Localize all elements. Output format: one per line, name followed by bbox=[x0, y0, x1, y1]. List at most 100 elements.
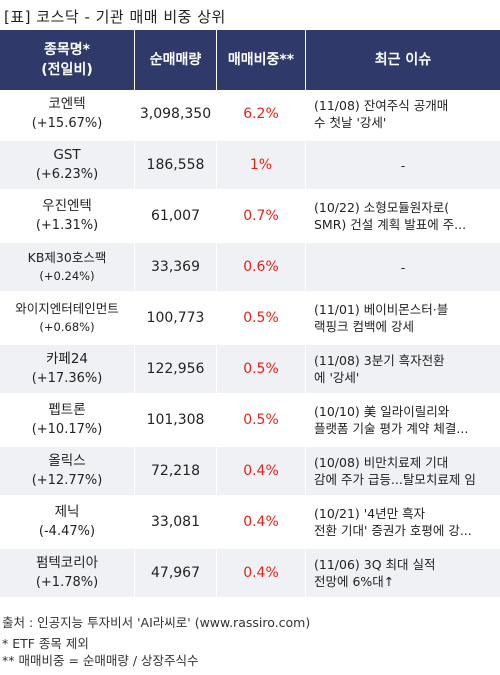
source-note: 출처 : 인공지능 투자비서 'AI라씨로' (www.rassiro.com) bbox=[2, 615, 311, 630]
trade-ratio: 1% bbox=[217, 141, 306, 192]
header-volume: 순매매량 bbox=[135, 30, 217, 90]
table-row: 와이지엔터테인먼트 (+0.68%) 100,773 0.5% (11/01) 베이비몬… bbox=[0, 294, 500, 345]
ranking-table: 종목명* (전일비) 순매매량 매매비중** 최근 이슈 코엔텍 (+15.67%… bbox=[0, 30, 500, 600]
recent-issue: (10/22) 소형모듈원자로( SMR) 건설 계획 발표에 주... bbox=[306, 192, 500, 243]
issue-line: (11/06) 3Q 최대 실적 bbox=[314, 557, 436, 572]
stock-change: (+1.78%) bbox=[35, 575, 99, 590]
issue-line: (10/08) 비만치료제 기대 bbox=[314, 455, 449, 470]
table-row: GST (+6.23%) 186,558 1% - bbox=[0, 141, 500, 192]
stock-cell: 우진엔텍 (+1.31%) bbox=[0, 192, 135, 243]
table-row: 펌텍코리아 (+1.78%) 47,967 0.4% (11/06) 3Q 최대 실적 … bbox=[0, 549, 500, 600]
trade-ratio: 0.7% bbox=[217, 192, 306, 243]
stock-name: 펩트론 bbox=[48, 402, 86, 418]
net-volume: 186,558 bbox=[135, 141, 217, 192]
issue-line: (10/21) '4년만 흑자 bbox=[314, 506, 426, 521]
footnote-etf: * ETF 종목 제외 bbox=[2, 636, 89, 651]
issue-line: (11/01) 베이비몬스터·블 bbox=[314, 302, 449, 317]
stock-cell: 와이지엔터테인먼트 (+0.68%) bbox=[0, 294, 135, 345]
table-row: 펩트론 (+10.17%) 101,308 0.5% (10/10) 美 일라이릴리와 … bbox=[0, 396, 500, 447]
table-row: 제닉 (-4.47%) 33,081 0.4% (10/21) '4년만 흑자 전환 기대… bbox=[0, 498, 500, 549]
net-volume: 61,007 bbox=[135, 192, 217, 243]
stock-change: (-4.47%) bbox=[38, 524, 96, 539]
header-name-line1: 종목명* bbox=[44, 42, 90, 58]
stock-change: (+0.68%) bbox=[39, 320, 95, 334]
trade-ratio: 0.4% bbox=[217, 447, 306, 498]
trade-ratio: 0.5% bbox=[217, 396, 306, 447]
issue-line: 수 첫날 '강세' bbox=[314, 115, 387, 130]
stock-cell: 펌텍코리아 (+1.78%) bbox=[0, 549, 135, 600]
table-title: [표] 코스닥 - 기관 매매 비중 상위 bbox=[4, 8, 226, 26]
table-header-row: 종목명* (전일비) 순매매량 매매비중** 최근 이슈 bbox=[0, 30, 500, 90]
issue-line: - bbox=[400, 157, 406, 173]
trade-ratio: 0.4% bbox=[217, 498, 306, 549]
header-ratio: 매매비중** bbox=[217, 30, 306, 90]
issue-line: SMR) 건설 계획 발표에 주... bbox=[314, 217, 467, 232]
stock-change: (+10.17%) bbox=[31, 422, 103, 437]
table-row: 코엔텍 (+15.67%) 3,098,350 6.2% (11/08) 잔여주식 공개… bbox=[0, 90, 500, 141]
stock-cell: 카페24 (+17.36%) bbox=[0, 345, 135, 396]
stock-change: (+0.24%) bbox=[39, 269, 95, 283]
issue-line: (11/08) 잔여주식 공개매 bbox=[314, 98, 449, 113]
net-volume: 33,081 bbox=[135, 498, 217, 549]
stock-change: (+6.23%) bbox=[35, 167, 99, 182]
stock-name: 코엔텍 bbox=[48, 96, 86, 112]
stock-name: 우진엔텍 bbox=[42, 198, 92, 214]
stock-change: (+1.31%) bbox=[35, 218, 99, 233]
trade-ratio: 0.6% bbox=[217, 243, 306, 294]
issue-line: 감에 주가 급등...탈모치료제 임 bbox=[314, 472, 476, 487]
net-volume: 72,218 bbox=[135, 447, 217, 498]
stock-name: GST bbox=[53, 147, 81, 163]
stock-cell: KB제30호스팩 (+0.24%) bbox=[0, 243, 135, 294]
footnote-ratio: ** 매매비중 = 순매매량 / 상장주식수 bbox=[2, 653, 199, 668]
header-name-line2: (전일비) bbox=[41, 62, 93, 78]
net-volume: 101,308 bbox=[135, 396, 217, 447]
stock-change: (+12.77%) bbox=[31, 473, 103, 488]
recent-issue: (11/01) 베이비몬스터·블 랙핑크 컴백에 강세 bbox=[306, 294, 500, 345]
recent-issue: (10/10) 美 일라이릴리와 플랫폼 기술 평가 계약 체결... bbox=[306, 396, 500, 447]
stock-name: 카페24 bbox=[45, 351, 89, 367]
table-row: 우진엔텍 (+1.31%) 61,007 0.7% (10/22) 소형모듈원자로( SM… bbox=[0, 192, 500, 243]
table-body: 코엔텍 (+15.67%) 3,098,350 6.2% (11/08) 잔여주식 공개… bbox=[0, 90, 500, 600]
issue-line: 전망에 6%대↑ bbox=[314, 574, 395, 589]
issue-line: (10/10) 美 일라이릴리와 bbox=[314, 404, 450, 419]
issue-line: 플랫폼 기술 평가 계약 체결... bbox=[314, 421, 469, 436]
net-volume: 100,773 bbox=[135, 294, 217, 345]
trade-ratio: 0.5% bbox=[217, 345, 306, 396]
recent-issue: - bbox=[306, 243, 500, 294]
stock-change: (+17.36%) bbox=[31, 371, 103, 386]
stock-name: 올릭스 bbox=[48, 453, 86, 469]
net-volume: 33,369 bbox=[135, 243, 217, 294]
trade-ratio: 6.2% bbox=[217, 90, 306, 141]
issue-line: (11/08) 3분기 흑자전환 bbox=[314, 353, 445, 368]
footnotes: * ETF 종목 제외 ** 매매비중 = 순매매량 / 상장주식수 bbox=[2, 635, 199, 669]
stock-name: KB제30호스팩 bbox=[27, 250, 107, 265]
trade-ratio: 0.4% bbox=[217, 549, 306, 600]
table-row: 카페24 (+17.36%) 122,956 0.5% (11/08) 3분기 흑자전환… bbox=[0, 345, 500, 396]
stock-name: 와이지엔터테인먼트 bbox=[15, 301, 119, 316]
net-volume: 47,967 bbox=[135, 549, 217, 600]
issue-line: (10/22) 소형모듈원자로( bbox=[314, 200, 450, 215]
trade-ratio: 0.5% bbox=[217, 294, 306, 345]
recent-issue: (11/06) 3Q 최대 실적 전망에 6%대↑ bbox=[306, 549, 500, 600]
header-issue: 최근 이슈 bbox=[306, 30, 500, 90]
stock-cell: 제닉 (-4.47%) bbox=[0, 498, 135, 549]
header-name: 종목명* (전일비) bbox=[0, 30, 135, 90]
net-volume: 122,956 bbox=[135, 345, 217, 396]
stock-cell: 올릭스 (+12.77%) bbox=[0, 447, 135, 498]
issue-line: 전환 기대' 증권가 호평에 강... bbox=[314, 523, 472, 538]
stock-change: (+15.67%) bbox=[31, 116, 103, 131]
stock-name: 펌텍코리아 bbox=[35, 555, 99, 571]
stock-cell: 펩트론 (+10.17%) bbox=[0, 396, 135, 447]
issue-line: 에 '강세' bbox=[314, 370, 360, 385]
table-row: 올릭스 (+12.77%) 72,218 0.4% (10/08) 비만치료제 기대 감에… bbox=[0, 447, 500, 498]
stock-cell: GST (+6.23%) bbox=[0, 141, 135, 192]
recent-issue: - bbox=[306, 141, 500, 192]
stock-name: 제닉 bbox=[54, 504, 80, 520]
table-row: KB제30호스팩 (+0.24%) 33,369 0.6% - bbox=[0, 243, 500, 294]
issue-line: - bbox=[400, 259, 406, 275]
stock-cell: 코엔텍 (+15.67%) bbox=[0, 90, 135, 141]
